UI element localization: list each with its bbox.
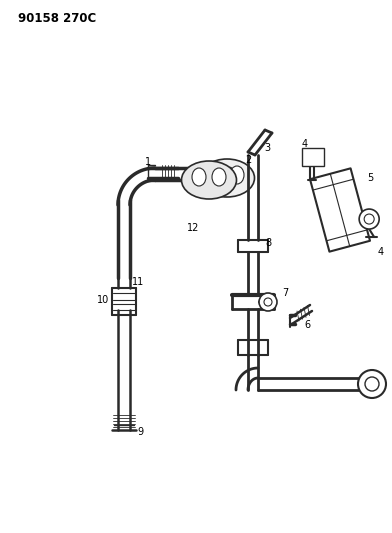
Ellipse shape [192, 168, 206, 186]
Text: 10: 10 [97, 295, 109, 305]
Circle shape [364, 214, 374, 224]
Text: 4: 4 [302, 139, 308, 149]
Text: 8: 8 [265, 238, 271, 248]
Text: 7: 7 [282, 288, 288, 298]
Text: 2: 2 [245, 155, 251, 165]
Text: 5: 5 [367, 173, 373, 183]
Circle shape [358, 370, 386, 398]
Circle shape [259, 293, 277, 311]
Ellipse shape [230, 166, 244, 184]
Text: 3: 3 [264, 143, 270, 153]
Circle shape [365, 377, 379, 391]
Text: 1: 1 [145, 157, 151, 167]
Text: 90158 270C: 90158 270C [18, 12, 96, 25]
Ellipse shape [181, 161, 236, 199]
Text: 12: 12 [187, 223, 199, 233]
Text: 9: 9 [137, 427, 143, 437]
Ellipse shape [210, 166, 224, 184]
FancyBboxPatch shape [302, 148, 324, 166]
Ellipse shape [212, 168, 226, 186]
Text: 11: 11 [132, 277, 144, 287]
Text: 4: 4 [378, 247, 384, 257]
Text: 6: 6 [304, 320, 310, 330]
Ellipse shape [200, 159, 254, 197]
Circle shape [359, 209, 379, 229]
Circle shape [264, 298, 272, 306]
